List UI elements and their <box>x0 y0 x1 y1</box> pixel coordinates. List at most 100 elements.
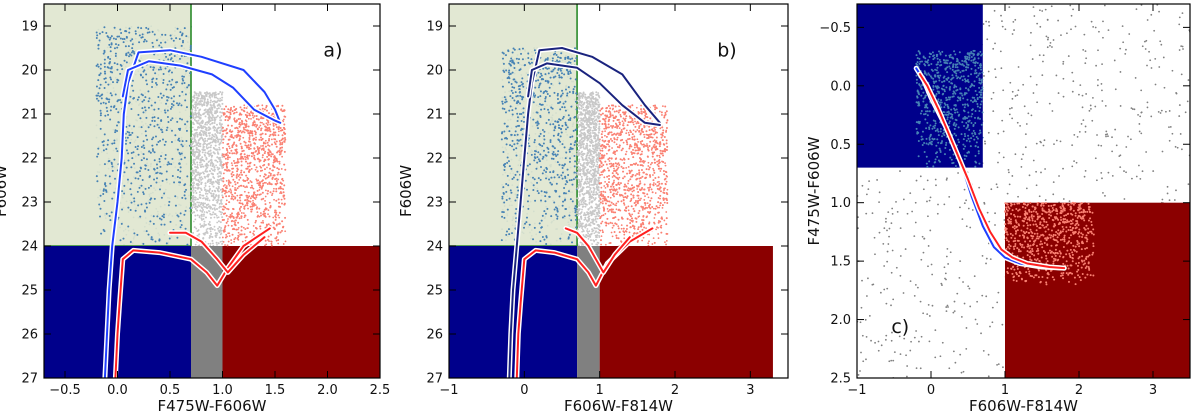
scatter-point <box>206 143 209 146</box>
scatter-point <box>99 119 102 122</box>
scatter-point <box>116 35 119 38</box>
scatter-point <box>191 108 194 111</box>
scatter-point <box>509 189 512 192</box>
scatter-point <box>260 129 262 132</box>
scatter-point <box>208 199 211 202</box>
scatter-point <box>207 180 210 183</box>
scatter-point <box>544 154 547 157</box>
scatter-point <box>211 119 214 122</box>
scatter-point <box>145 26 148 29</box>
scatter-point <box>233 162 236 165</box>
scatter-point <box>211 154 214 157</box>
scatter-point <box>125 149 128 152</box>
x-tick-label: 2.5 <box>370 383 391 398</box>
scatter-point <box>219 126 221 129</box>
scatter-point <box>192 106 195 109</box>
scatter-point <box>508 109 511 112</box>
scatter-point <box>502 186 505 189</box>
scatter-point <box>128 27 131 30</box>
scatter-point <box>219 233 222 236</box>
scatter-point <box>123 192 126 195</box>
scatter-point <box>235 152 238 155</box>
scatter-point <box>571 183 574 186</box>
scatter-point <box>218 99 221 102</box>
scatter-point <box>643 199 646 201</box>
scatter-point <box>237 133 240 136</box>
scatter-point <box>270 143 273 146</box>
scatter-point <box>278 160 281 163</box>
scatter-point <box>560 76 563 79</box>
scatter-point <box>153 168 156 171</box>
scatter-point <box>157 95 160 98</box>
scatter-point <box>119 63 122 66</box>
scatter-point <box>182 79 185 82</box>
scatter-point <box>517 101 520 104</box>
scatter-point <box>586 154 589 157</box>
scatter-point <box>212 173 215 176</box>
scatter-point <box>259 184 262 187</box>
scatter-point <box>208 169 211 172</box>
scatter-point <box>625 150 628 153</box>
scatter-point <box>546 58 549 61</box>
scatter-point <box>119 72 122 75</box>
scatter-point <box>544 73 547 76</box>
scatter-point <box>151 148 154 151</box>
scatter-point <box>276 151 279 154</box>
scatter-point <box>253 154 256 157</box>
scatter-point <box>116 68 119 71</box>
scatter-point <box>623 237 626 240</box>
scatter-point <box>205 158 208 161</box>
scatter-point <box>211 239 214 242</box>
scatter-point <box>162 216 165 219</box>
scatter-point <box>190 182 193 185</box>
scatter-point <box>200 214 203 217</box>
scatter-point <box>232 143 235 146</box>
scatter-point <box>218 231 221 234</box>
scatter-point <box>213 117 216 120</box>
scatter-point <box>234 237 237 239</box>
scatter-point <box>190 149 193 152</box>
scatter-point <box>223 228 226 231</box>
scatter-point <box>201 210 204 213</box>
scatter-point <box>249 205 252 208</box>
scatter-point <box>209 146 212 149</box>
scatter-point <box>228 152 231 155</box>
scatter-point <box>230 242 233 245</box>
scatter-point <box>208 95 211 98</box>
scatter-point <box>631 219 634 222</box>
scatter-point <box>154 135 157 138</box>
scatter-point <box>543 191 546 194</box>
scatter-point <box>121 190 124 193</box>
scatter-point <box>222 138 225 141</box>
scatter-point <box>203 205 206 208</box>
scatter-point <box>266 166 268 169</box>
scatter-point <box>551 59 554 62</box>
scatter-point <box>215 136 218 139</box>
scatter-point <box>224 226 226 229</box>
scatter-point <box>235 126 238 129</box>
scatter-point <box>560 128 563 131</box>
scatter-point <box>232 195 235 198</box>
scatter-point <box>237 117 240 120</box>
scatter-point <box>568 214 571 217</box>
scatter-point <box>514 173 517 176</box>
scatter-point <box>182 39 185 42</box>
scatter-point <box>114 43 117 46</box>
scatter-point <box>98 95 101 98</box>
scatter-point <box>114 54 117 57</box>
scatter-point <box>261 137 264 140</box>
scatter-point <box>211 114 214 117</box>
scatter-point <box>622 141 625 144</box>
scatter-point <box>248 148 251 151</box>
scatter-point <box>533 95 536 98</box>
scatter-point <box>568 61 571 64</box>
scatter-point <box>214 234 217 237</box>
scatter-point <box>256 206 259 209</box>
scatter-point <box>228 215 231 218</box>
scatter-point <box>221 190 224 193</box>
scatter-point <box>226 151 229 154</box>
scatter-point <box>105 189 108 192</box>
scatter-point <box>204 223 207 226</box>
scatter-point <box>635 106 638 109</box>
scatter-point <box>620 227 623 230</box>
